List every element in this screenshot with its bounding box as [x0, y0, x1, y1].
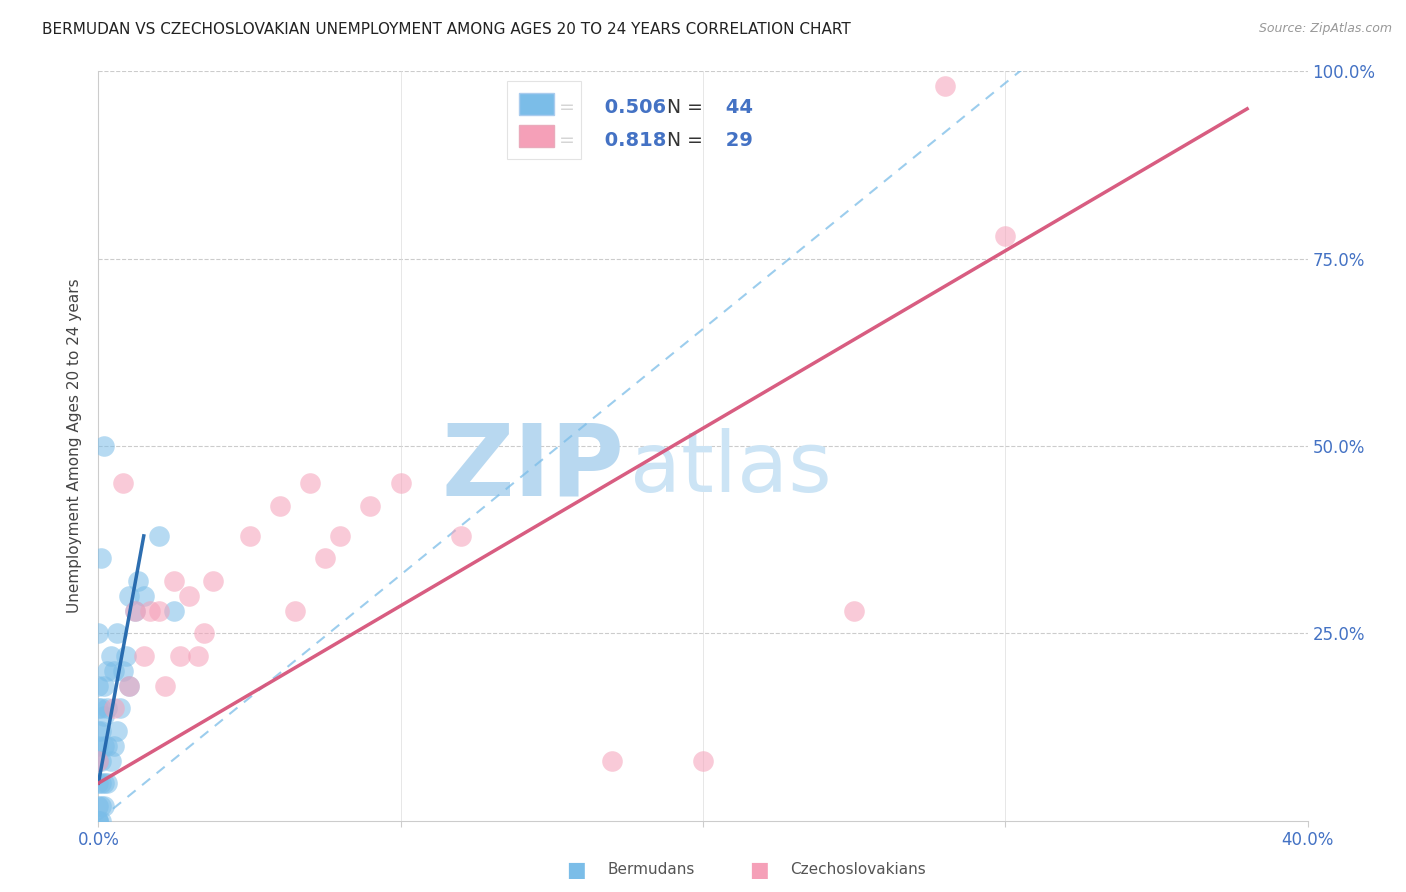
Point [93, 439, 115, 453]
Text: Source: ZipAtlas.com: Source: ZipAtlas.com [1258, 22, 1392, 36]
Point [450, 529, 472, 543]
Text: BERMUDAN VS CZECHOSLOVAKIAN UNEMPLOYMENT AMONG AGES 20 TO 24 YEARS CORRELATION C: BERMUDAN VS CZECHOSLOVAKIAN UNEMPLOYMENT… [42, 22, 851, 37]
Text: 0.818: 0.818 [598, 131, 666, 150]
Point [124, 604, 146, 618]
Point [87, 798, 110, 813]
Point [994, 229, 1017, 244]
Point [93, 798, 115, 813]
Point [100, 648, 122, 663]
Text: 44: 44 [718, 98, 752, 117]
Point [90, 814, 112, 828]
Point [163, 574, 186, 588]
Point [202, 574, 225, 588]
Point [132, 589, 155, 603]
Point [87, 679, 110, 693]
Point [90, 551, 112, 566]
Text: 0.506: 0.506 [598, 98, 666, 117]
Point [87, 814, 110, 828]
Point [87, 739, 110, 753]
Point [114, 648, 136, 663]
Point [96, 776, 118, 790]
Point [153, 679, 176, 693]
Point [934, 79, 956, 94]
Point [87, 626, 110, 640]
Point [87, 701, 110, 715]
Point [139, 604, 162, 618]
Point [692, 754, 714, 768]
Point [187, 648, 209, 663]
Point [111, 664, 134, 678]
Point [239, 529, 262, 543]
Point [90, 701, 112, 715]
Point [87, 754, 110, 768]
Legend: , : , [508, 81, 581, 159]
Y-axis label: Unemployment Among Ages 20 to 24 years: Unemployment Among Ages 20 to 24 years [67, 278, 83, 614]
Point [87, 814, 110, 828]
Point [118, 679, 141, 693]
Text: Czechoslovakians: Czechoslovakians [790, 863, 927, 877]
Point [284, 604, 307, 618]
Point [96, 664, 118, 678]
Point [329, 529, 352, 543]
Point [93, 679, 115, 693]
Point [90, 776, 112, 790]
Text: ■: ■ [567, 860, 586, 880]
Point [169, 648, 191, 663]
Point [93, 776, 115, 790]
Point [96, 739, 118, 753]
Point [132, 648, 155, 663]
Text: Bermudans: Bermudans [607, 863, 695, 877]
Point [148, 604, 170, 618]
Point [118, 679, 141, 693]
Text: N =: N = [666, 98, 703, 117]
Point [299, 476, 322, 491]
Point [90, 798, 112, 813]
Point [389, 476, 412, 491]
Text: R =: R = [540, 98, 575, 117]
Point [90, 754, 112, 768]
Text: atlas: atlas [630, 428, 832, 509]
Point [193, 626, 215, 640]
Point [148, 529, 170, 543]
Point [87, 814, 110, 828]
Text: ZIP: ZIP [441, 420, 624, 517]
Text: R =: R = [540, 131, 575, 150]
Point [103, 701, 125, 715]
Point [105, 723, 128, 738]
Point [100, 754, 122, 768]
Point [163, 604, 186, 618]
Point [314, 551, 336, 566]
Point [108, 701, 131, 715]
Point [179, 589, 201, 603]
Point [96, 701, 118, 715]
Point [93, 739, 115, 753]
Point [844, 604, 866, 618]
Point [103, 664, 125, 678]
Point [105, 626, 128, 640]
Point [602, 754, 624, 768]
Point [127, 574, 149, 588]
Point [93, 708, 115, 723]
Point [87, 723, 110, 738]
Point [111, 476, 134, 491]
Text: 29: 29 [718, 131, 752, 150]
Point [269, 499, 291, 513]
Text: ■: ■ [749, 860, 769, 880]
Point [87, 776, 110, 790]
Point [360, 499, 382, 513]
Point [87, 754, 110, 768]
Point [103, 739, 125, 753]
Text: N =: N = [666, 131, 703, 150]
Point [118, 589, 141, 603]
Point [124, 604, 146, 618]
Point [90, 723, 112, 738]
